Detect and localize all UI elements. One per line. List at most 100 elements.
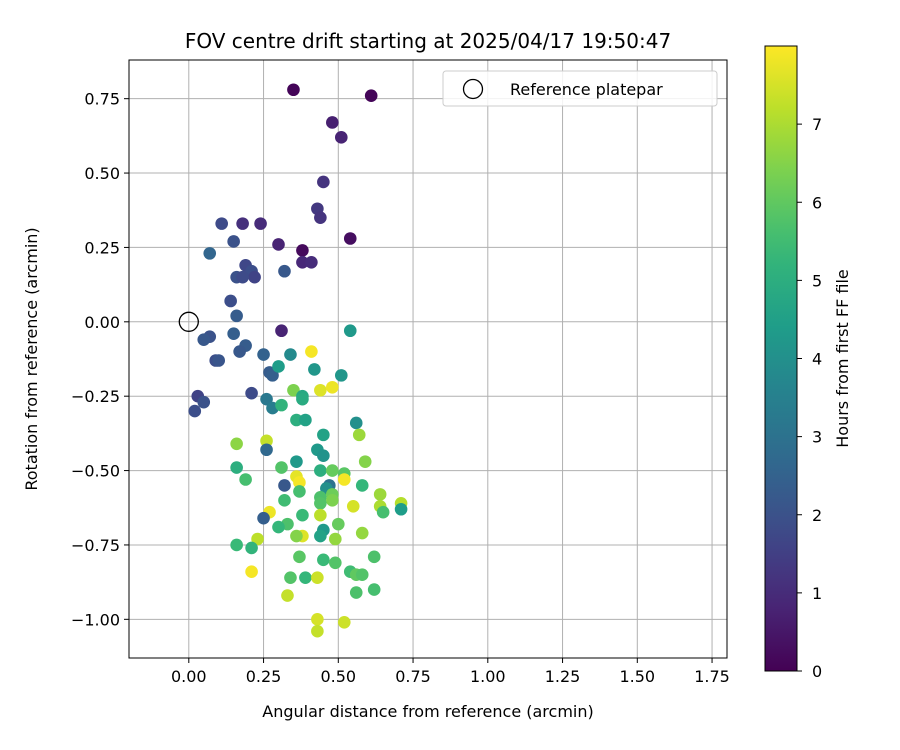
data-point — [367, 583, 381, 596]
data-point — [254, 217, 267, 230]
data-point — [358, 455, 372, 468]
data-point — [257, 511, 270, 525]
y-tick-label: −0.75 — [71, 536, 120, 555]
colorbar-tick-label: 7 — [812, 115, 822, 134]
x-tick-label: 0.25 — [246, 667, 282, 686]
data-point — [314, 496, 327, 510]
data-point — [346, 499, 360, 513]
data-point — [349, 586, 363, 599]
data-point — [230, 437, 243, 451]
data-point — [275, 324, 288, 338]
x-tick-label: 0.00 — [171, 667, 207, 686]
data-point — [284, 348, 297, 361]
data-point — [343, 324, 357, 338]
data-point — [296, 508, 309, 522]
x-tick-label: 1.50 — [619, 667, 655, 686]
data-point — [236, 217, 249, 230]
chart-title: FOV centre drift starting at 2025/04/17 … — [185, 29, 671, 53]
data-point — [284, 571, 297, 584]
data-point — [293, 485, 306, 498]
data-point — [314, 464, 327, 477]
data-point — [305, 345, 318, 358]
data-point — [287, 83, 300, 97]
data-point — [278, 479, 291, 492]
data-point — [314, 508, 327, 522]
data-point — [337, 615, 351, 629]
data-point — [290, 455, 303, 468]
colorbar-tick-label: 0 — [812, 662, 822, 681]
data-point — [260, 392, 273, 406]
data-point — [296, 256, 309, 269]
data-point — [233, 345, 246, 358]
colorbar-tick-label: 5 — [812, 271, 822, 290]
x-tick-label: 1.00 — [470, 667, 506, 686]
data-point — [326, 464, 339, 477]
data-point — [245, 386, 258, 400]
data-point — [278, 494, 291, 507]
x-axis-label: Angular distance from reference (arcmin) — [262, 702, 593, 721]
data-point — [293, 550, 306, 564]
data-point — [343, 232, 357, 245]
data-point — [287, 383, 300, 397]
data-point — [334, 369, 348, 382]
data-point — [260, 443, 273, 457]
data-point — [317, 175, 330, 189]
legend-marker-icon — [462, 78, 484, 100]
data-point — [212, 354, 225, 367]
data-point — [296, 392, 309, 406]
data-point — [248, 270, 261, 284]
x-tick-label: 0.50 — [320, 667, 356, 686]
data-point — [299, 571, 312, 584]
y-tick-label: −0.50 — [71, 462, 120, 481]
data-point — [266, 369, 279, 382]
data-point — [272, 238, 285, 251]
reference-platepar-marker — [178, 311, 199, 332]
x-tick-label: 1.25 — [545, 667, 581, 686]
data-point — [349, 416, 363, 430]
data-point — [227, 235, 240, 248]
legend-label: Reference platepar — [510, 80, 663, 99]
data-point — [332, 517, 345, 531]
x-tick-label: 1.75 — [694, 667, 730, 686]
data-point — [329, 556, 342, 570]
data-point — [260, 434, 273, 448]
y-tick-label: −0.25 — [71, 387, 120, 406]
data-point — [290, 529, 303, 543]
data-point — [239, 473, 252, 486]
data-point — [272, 360, 285, 373]
data-point — [275, 398, 288, 412]
data-point — [317, 449, 330, 462]
data-point — [334, 131, 348, 144]
data-point — [314, 211, 327, 224]
legend-box — [442, 70, 718, 107]
data-point — [245, 565, 258, 579]
data-point — [326, 494, 339, 507]
data-point — [281, 589, 294, 602]
data-point — [197, 395, 211, 409]
colorbar-tick-label: 1 — [812, 584, 822, 603]
data-point — [314, 529, 327, 543]
colorbar-tick-label: 4 — [812, 350, 822, 369]
data-point — [272, 520, 285, 534]
data-point — [314, 383, 327, 397]
data-point — [197, 333, 211, 346]
data-point — [352, 428, 366, 442]
data-point — [227, 327, 240, 341]
data-point — [317, 428, 330, 442]
data-point — [257, 348, 270, 361]
plot-frame — [128, 59, 728, 659]
data-point — [308, 363, 321, 376]
x-tick-label: 0.75 — [395, 667, 431, 686]
data-point — [224, 294, 237, 308]
data-point — [236, 270, 249, 284]
data-point — [317, 553, 330, 567]
data-point — [230, 461, 243, 474]
y-tick-label: −1.00 — [71, 610, 120, 629]
data-point — [245, 541, 258, 555]
data-point — [376, 505, 390, 519]
data-point — [296, 244, 309, 257]
data-point — [278, 264, 291, 278]
data-point — [355, 568, 369, 581]
data-point — [293, 476, 306, 489]
data-point — [364, 89, 378, 103]
